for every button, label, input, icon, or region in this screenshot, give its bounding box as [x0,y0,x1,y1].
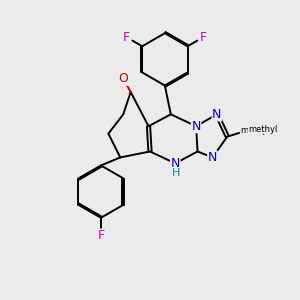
Text: F: F [98,229,104,242]
Text: F: F [200,31,206,44]
Text: N: N [208,151,217,164]
Text: F: F [123,31,130,44]
Text: H: H [172,168,180,178]
Text: N: N [191,120,201,133]
Text: O: O [118,72,128,85]
Text: methyl: methyl [240,126,270,135]
Text: methyl: methyl [248,125,278,134]
Text: N: N [171,157,180,170]
Text: N: N [212,108,222,121]
